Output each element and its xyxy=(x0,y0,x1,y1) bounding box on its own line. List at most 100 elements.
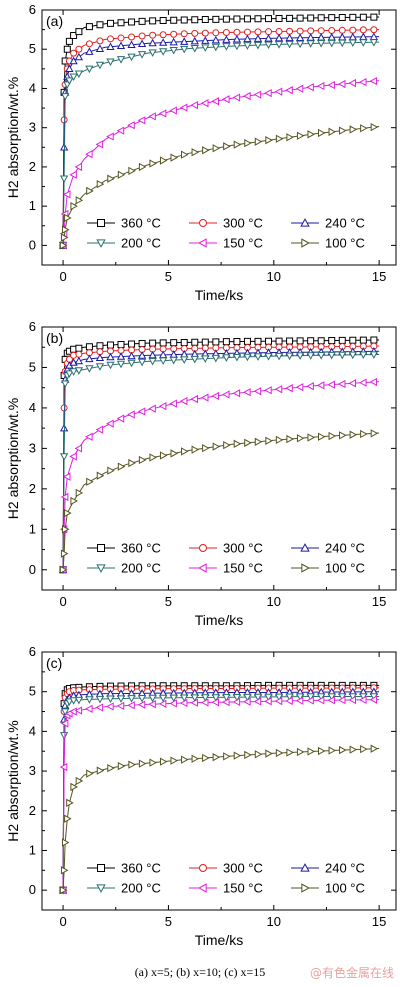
data-point xyxy=(74,52,84,61)
data-point xyxy=(232,697,241,707)
y-tick-label: 5 xyxy=(29,684,36,699)
series-100C xyxy=(59,122,380,250)
data-point xyxy=(95,44,105,52)
data-point xyxy=(180,345,188,352)
legend-label: 100 °C xyxy=(325,881,365,896)
data-point xyxy=(223,142,231,151)
legend-label: 360 °C xyxy=(121,541,161,556)
legend-item: 200 °C xyxy=(87,881,161,896)
data-point xyxy=(202,753,210,763)
data-point xyxy=(370,122,379,132)
data-point xyxy=(64,508,72,518)
legend-label: 200 °C xyxy=(121,561,161,576)
y-tick-label: 5 xyxy=(29,359,36,374)
data-point xyxy=(106,419,114,428)
data-point xyxy=(60,866,69,875)
data-point xyxy=(179,396,188,406)
data-point xyxy=(116,695,126,703)
data-point xyxy=(170,756,179,765)
data-point xyxy=(159,48,168,56)
data-point xyxy=(85,432,93,441)
data-point xyxy=(181,150,189,159)
data-point xyxy=(74,444,83,453)
y-axis-title: H2 absorption/wt.% xyxy=(5,398,21,519)
data-point xyxy=(223,440,231,450)
data-point xyxy=(116,414,125,423)
data-point xyxy=(349,26,357,34)
data-point xyxy=(200,698,209,707)
data-point xyxy=(202,146,210,155)
data-point xyxy=(253,34,263,42)
data-point xyxy=(243,91,251,101)
data-point xyxy=(275,337,283,345)
data-point xyxy=(74,367,84,375)
plot-frame xyxy=(41,9,397,266)
data-point xyxy=(170,16,178,24)
y-tick-label: 2 xyxy=(29,803,36,818)
data-point xyxy=(243,337,251,345)
data-point xyxy=(170,449,179,458)
data-point xyxy=(317,27,325,35)
legend-item: 300 °C xyxy=(189,216,263,231)
data-point xyxy=(158,402,167,411)
data-point xyxy=(201,44,210,52)
chart-panel-2: 0 1 2 3 4 5 6 0 5 10 15 Time/ks H2 absorption/wt.% (b… xyxy=(5,319,397,628)
data-point xyxy=(222,338,230,346)
y-tick-label: 1 xyxy=(29,198,36,213)
data-point xyxy=(95,425,104,434)
legend-marker xyxy=(97,219,105,227)
data-point xyxy=(159,339,167,347)
data-point xyxy=(296,337,304,345)
series-360C xyxy=(59,336,380,574)
data-point xyxy=(317,693,326,701)
data-point xyxy=(253,90,262,99)
series-300C xyxy=(59,342,380,574)
data-point xyxy=(149,339,157,347)
data-point xyxy=(70,202,78,211)
data-point xyxy=(85,23,93,31)
data-point xyxy=(348,78,357,88)
legend-marker xyxy=(96,884,106,893)
data-point xyxy=(86,477,94,486)
data-point xyxy=(138,17,146,25)
data-point xyxy=(349,13,357,21)
plot-frame xyxy=(41,326,397,591)
data-point xyxy=(65,37,73,45)
data-point xyxy=(148,112,156,121)
data-point xyxy=(359,13,367,21)
data-point xyxy=(96,37,104,45)
data-point xyxy=(95,140,104,149)
data-point xyxy=(138,455,147,465)
legend-marker xyxy=(97,544,105,552)
data-point xyxy=(327,351,336,360)
y-tick-label: 0 xyxy=(29,882,36,897)
data-point xyxy=(254,343,262,351)
data-point xyxy=(285,384,293,393)
data-point xyxy=(339,745,347,755)
data-point xyxy=(201,355,210,363)
data-point xyxy=(316,381,325,390)
data-point xyxy=(244,750,252,760)
data-point xyxy=(127,351,136,360)
data-point xyxy=(127,121,135,130)
data-point xyxy=(169,47,178,55)
data-point xyxy=(370,342,378,350)
data-point xyxy=(106,42,115,50)
series-line xyxy=(62,345,380,570)
data-point xyxy=(85,365,94,373)
x-tick-label: 0 xyxy=(59,269,66,284)
data-point xyxy=(116,701,125,711)
data-point xyxy=(179,103,188,112)
data-point xyxy=(75,45,83,53)
x-tick-label: 5 xyxy=(165,269,172,284)
data-point xyxy=(211,35,220,44)
data-point xyxy=(254,337,262,345)
data-point xyxy=(307,130,315,139)
data-point xyxy=(61,225,70,234)
data-point xyxy=(233,15,241,23)
data-point xyxy=(202,443,210,453)
data-point xyxy=(137,694,147,703)
data-point xyxy=(212,344,220,352)
data-point xyxy=(75,776,84,786)
x-tick-label: 0 xyxy=(59,594,66,609)
